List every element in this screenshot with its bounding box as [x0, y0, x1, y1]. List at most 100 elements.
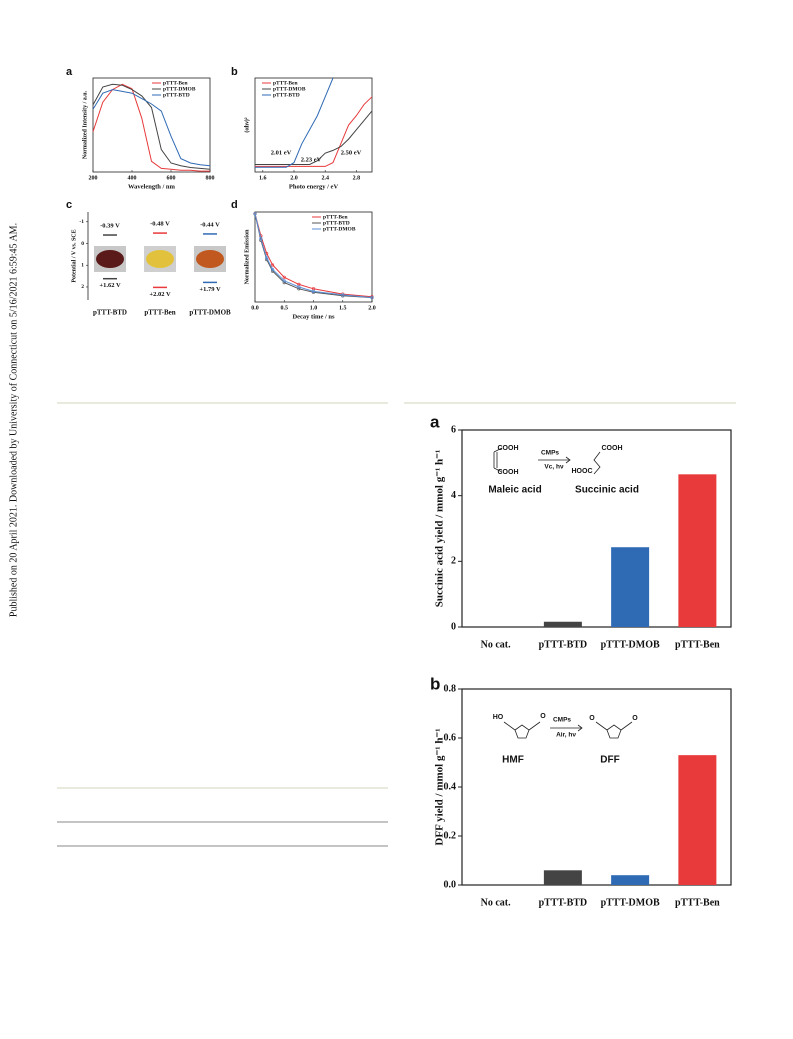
series-line	[254, 213, 373, 299]
x-axis-label: Photo energy / eV	[289, 183, 339, 190]
series-marker	[259, 236, 263, 241]
series-line	[255, 96, 373, 167]
annotation: 2.50 eV	[341, 149, 362, 156]
inset-label: CMPs	[541, 450, 559, 457]
legend-label: pTTT-Ben	[163, 80, 188, 86]
legend-label: pTTT-DMOB	[163, 86, 196, 92]
y-axis-label: Succinic acid yield / mmol g⁻¹ h⁻¹	[434, 450, 446, 608]
level-label: +1.62 V	[99, 282, 121, 289]
panel-label: d	[231, 199, 238, 211]
inset-label: HO	[493, 714, 504, 721]
y-axis-label: Normalized Emission	[244, 229, 250, 284]
annotation: 2.01 eV	[271, 149, 292, 156]
series-marker	[270, 263, 275, 267]
series-line	[92, 83, 211, 170]
x-tick-label: 400	[128, 175, 137, 181]
panel-label: b	[430, 674, 440, 693]
series-line	[92, 83, 210, 172]
x-tick-label: No cat.	[481, 639, 511, 650]
y-tick-label: 1	[81, 263, 84, 269]
inset-label: COOH	[498, 445, 519, 452]
level-label: +1.79 V	[199, 286, 221, 293]
inset-label: Vc, hν	[544, 464, 564, 471]
level-label: -0.48 V	[150, 221, 170, 228]
level-label: +2.02 V	[149, 291, 171, 298]
inset-label: HMF	[502, 755, 524, 766]
x-tick-label: pTTT-BTD	[539, 897, 588, 908]
watermark: Published on 20 April 2021. Downloaded b…	[8, 223, 19, 617]
y-tick-label: 0.0	[444, 879, 457, 890]
y-tick-label: 6	[451, 424, 456, 435]
photos	[94, 246, 226, 272]
y-tick-label: -1	[79, 219, 84, 225]
category-label: pTTT-DMOB	[189, 309, 231, 317]
y-tick-label: 0.2	[444, 830, 457, 841]
y-tick-label: 0.4	[444, 781, 457, 792]
x-tick-label: pTTT-Ben	[675, 639, 720, 650]
plot-frame	[461, 429, 732, 628]
category-label: pTTT-Ben	[144, 309, 175, 317]
legend-label: pTTT-BTD	[323, 220, 350, 226]
bar	[611, 547, 650, 627]
x-tick-label: pTTT-DMOB	[601, 639, 660, 650]
series-line	[255, 77, 334, 168]
x-tick-label: pTTT-DMOB	[601, 897, 660, 908]
y-axis-label: (αhν)²	[243, 117, 250, 132]
inset-label: Maleic acid	[488, 485, 541, 496]
x-tick-label: No cat.	[481, 897, 511, 908]
y-axis-label: DFF yield / mmol g⁻¹ h⁻¹	[434, 728, 446, 845]
legend-label: pTTT-DMOB	[273, 86, 306, 92]
legend-label: pTTT-Ben	[323, 214, 348, 220]
series-line	[255, 110, 373, 165]
series-marker	[282, 275, 286, 279]
inset-label: HOOC	[572, 468, 593, 475]
y-tick-label: 2	[81, 284, 84, 290]
x-tick-label: 2.0	[368, 305, 376, 311]
series-marker	[270, 267, 275, 271]
x-tick-label: 1.0	[310, 305, 318, 311]
reaction-sketch	[493, 447, 633, 739]
legend-label: pTTT-Ben	[273, 80, 298, 86]
plot-frame	[92, 77, 211, 173]
legend-label: pTTT-BTD	[273, 92, 300, 98]
x-tick-label: 2.0	[290, 175, 298, 181]
series-marker	[370, 295, 374, 300]
x-tick-label: 0.5	[281, 305, 289, 311]
inset-label: Succinic acid	[575, 485, 639, 496]
x-tick-label: 1.5	[339, 305, 347, 311]
y-tick-label: 0.8	[444, 683, 457, 694]
x-tick-label: pTTT-BTD	[539, 639, 588, 650]
panel-label: c	[66, 199, 72, 211]
inset-label: O	[589, 715, 595, 722]
panel-label: a	[430, 412, 440, 431]
inset-label: DFF	[600, 755, 619, 766]
y-tick-label: 0.6	[444, 732, 457, 743]
y-axis-label: Normalized Intensity / a.u.	[82, 90, 88, 159]
plot-frame	[254, 77, 373, 173]
series-marker	[282, 279, 286, 283]
inset-label: Air, hν	[556, 732, 576, 739]
inset-label: O	[632, 715, 638, 722]
x-tick-label: 2.8	[353, 175, 361, 181]
bar	[678, 474, 717, 627]
x-tick-label: 2.4	[321, 175, 329, 181]
panel-label: b	[231, 66, 238, 78]
legend-label: pTTT-DMOB	[323, 226, 356, 232]
level-label: -0.44 V	[200, 221, 220, 228]
x-tick-label: 200	[89, 175, 98, 181]
series-marker	[253, 212, 257, 216]
x-axis-label: Decay time / ns	[292, 313, 335, 320]
series-marker	[265, 256, 269, 260]
bar	[543, 870, 582, 885]
x-tick-label: pTTT-Ben	[675, 897, 720, 908]
bar	[611, 875, 650, 885]
y-tick-label: 0	[81, 241, 84, 247]
annotation: 2.23 eV	[301, 156, 322, 163]
x-tick-label: 0.0	[251, 305, 259, 311]
y-tick-label: 2	[451, 556, 456, 567]
inset-label: O	[540, 713, 546, 720]
bar	[543, 621, 582, 627]
inset-label: CMPs	[553, 717, 571, 724]
series-marker	[311, 289, 316, 294]
